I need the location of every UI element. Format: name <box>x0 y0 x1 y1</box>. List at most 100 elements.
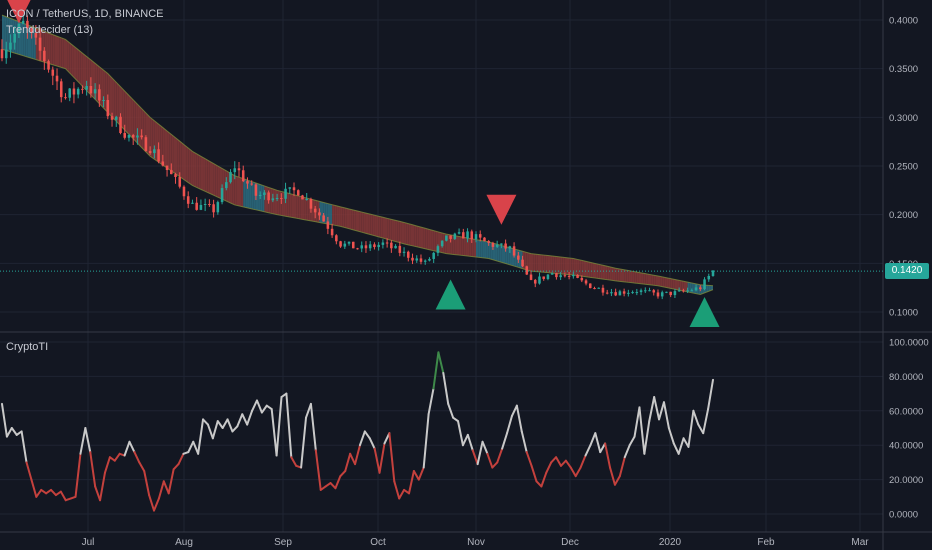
band-segment <box>588 261 591 278</box>
band-segment <box>177 139 180 177</box>
oscillator-segment <box>599 442 607 454</box>
candle-body <box>707 275 711 280</box>
candle-body <box>639 290 643 293</box>
band-segment <box>660 276 663 287</box>
candle-body <box>93 89 97 94</box>
oscillator-segment <box>99 471 106 502</box>
candle-body <box>343 243 347 247</box>
candle-body <box>703 279 706 290</box>
candle-body <box>572 274 575 277</box>
band-segment <box>666 277 669 288</box>
signal-markers <box>7 0 720 327</box>
band-segment <box>355 210 358 232</box>
candle-body <box>59 81 63 98</box>
candle-body <box>335 235 338 242</box>
band-segment <box>122 88 125 130</box>
oscillator-segment <box>491 461 499 469</box>
band-segment <box>564 257 567 275</box>
symbol-legend[interactable]: ICON / TetherUS, 1D, BINANCE <box>6 8 164 20</box>
band-segment <box>124 91 127 133</box>
band-segment <box>492 243 496 261</box>
band-segment <box>624 269 627 283</box>
oscillator-segment <box>633 406 641 438</box>
candle-body <box>622 291 626 294</box>
time-tick-label: 2020 <box>659 537 682 548</box>
candle-body <box>119 116 122 134</box>
candle-body <box>284 188 287 199</box>
band-segment <box>378 216 381 238</box>
band-segment <box>708 285 711 292</box>
candle-body <box>212 204 215 213</box>
candle-body <box>170 170 173 175</box>
band-segment <box>48 32 51 65</box>
oscillator-segment <box>354 444 361 466</box>
band-segment <box>391 219 394 241</box>
candle-body <box>64 97 67 99</box>
band-segment <box>289 193 292 218</box>
oscillator-segment <box>84 427 92 454</box>
oscillator-segment <box>172 463 180 471</box>
oscillator-segment <box>613 475 621 486</box>
band-segment <box>431 230 434 251</box>
band-segment <box>294 194 297 219</box>
band-segment <box>112 77 115 120</box>
band-segment <box>486 241 489 259</box>
oscillator-segment <box>437 351 445 374</box>
candle-body <box>267 192 270 201</box>
band-segment <box>579 259 582 277</box>
cryptoti-legend[interactable]: CryptoTI <box>6 341 49 353</box>
band-segment <box>480 240 483 258</box>
candle-body <box>605 292 609 294</box>
trenddecider-legend[interactable]: Trenddecider (13) <box>6 24 94 36</box>
oscillator-segment <box>471 449 479 466</box>
candle-body <box>364 245 368 249</box>
band-segment <box>84 54 87 91</box>
band-segment <box>207 159 210 194</box>
oscillator-segment <box>555 456 562 467</box>
band-segment <box>655 275 658 286</box>
oscillator-segment <box>501 432 509 450</box>
oscillator-segment <box>133 451 141 464</box>
band-segment <box>241 177 244 207</box>
trend-band <box>1 14 714 295</box>
candle-body <box>114 116 118 120</box>
osc-tick-label: 20.0000 <box>889 475 923 486</box>
candle-body <box>148 151 152 154</box>
band-segment <box>370 214 373 236</box>
band-segment <box>6 16 9 52</box>
band-segment <box>681 280 684 291</box>
oscillator-segment <box>677 437 685 455</box>
oscillator-segment <box>540 471 548 488</box>
oscillator-segment <box>162 480 170 495</box>
oscillator-segment <box>393 480 401 500</box>
band-segment <box>577 259 580 276</box>
oscillator-segment <box>510 404 518 417</box>
candle-body <box>555 273 558 278</box>
candle-body <box>491 242 495 247</box>
band-segment <box>463 237 466 256</box>
oscillator-segment <box>270 408 278 457</box>
oscillator-segment <box>5 427 13 438</box>
band-segment <box>137 104 140 146</box>
candle-body <box>390 242 393 249</box>
band-segment <box>566 257 570 275</box>
oscillator-segment <box>148 494 156 512</box>
oscillator-segment <box>643 420 651 455</box>
oscillator-segment <box>525 451 533 467</box>
band-segment <box>634 271 637 284</box>
band-segment <box>31 26 34 59</box>
band-segment <box>29 25 32 59</box>
band-segment <box>505 246 508 265</box>
oscillator-segment <box>574 466 582 478</box>
band-segment <box>473 239 476 258</box>
price-candles <box>0 12 883 300</box>
band-segment <box>196 153 199 189</box>
band-segment <box>476 239 479 258</box>
candle-body <box>394 245 397 249</box>
time-tick-label: Oct <box>370 537 386 548</box>
candle-body <box>140 135 143 138</box>
osc-tick-label: 100.0000 <box>889 338 929 349</box>
oscillator-segment <box>564 459 572 469</box>
oscillator-segment <box>707 378 714 411</box>
